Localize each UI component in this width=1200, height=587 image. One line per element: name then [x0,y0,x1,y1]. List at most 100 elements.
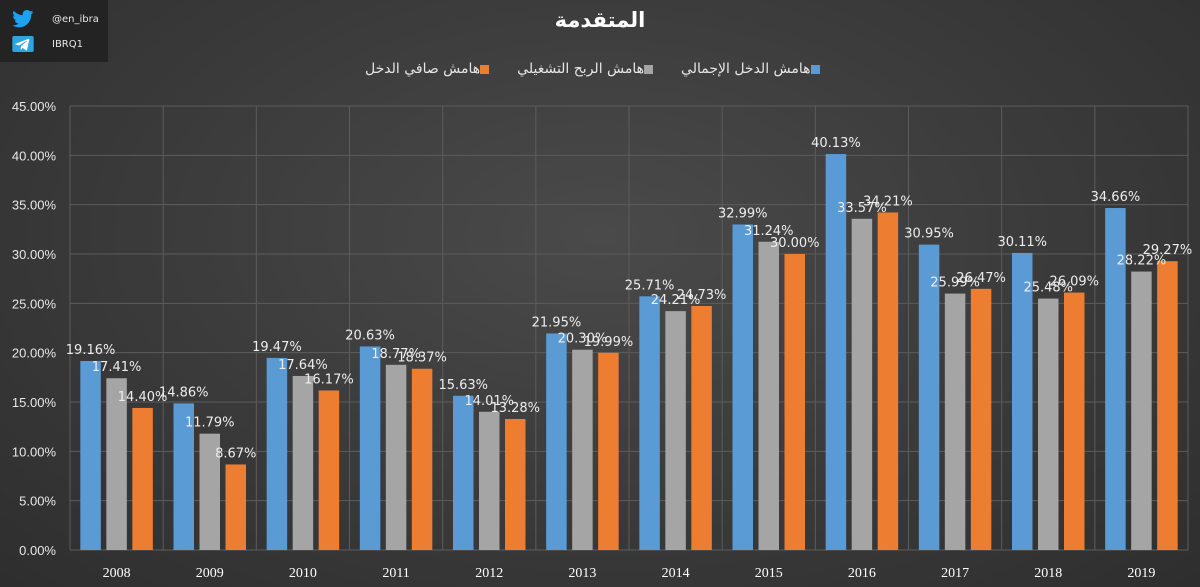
data-label: 19.47% [252,340,302,355]
bar [106,378,127,550]
legend-swatch-gross-margin [810,64,820,74]
telegram-plane-icon [12,36,34,52]
data-label: 14.40% [118,390,168,405]
bar [359,346,381,550]
bar [784,254,805,550]
x-tick-label: 2009 [196,566,224,581]
bar [266,357,288,550]
twitter-bird-icon [12,10,34,28]
legend-label-operating-margin: هامش الربح التشغيلي [517,61,645,77]
data-label: 31.24% [744,224,794,239]
y-tick-label: 10.00% [12,444,57,459]
bar [598,352,619,550]
data-label: 13.28% [490,401,540,416]
y-tick-label: 5.00% [19,494,56,509]
data-label: 33.57% [837,201,887,216]
bar [199,433,220,550]
data-label: 29.27% [1143,243,1193,258]
social-handles-box: @en_ibra IBRQ1 [0,0,108,62]
x-tick-label: 2017 [941,566,969,581]
data-label: 15.63% [438,378,488,393]
legend-item-operating-margin: هامش الربح التشغيلي [517,61,659,77]
legend-label-gross-margin: هامش الدخل الإجمالي [681,61,811,77]
data-label: 8.67% [215,446,256,461]
legend-item-net-margin: هامش صافي الدخل [365,61,495,77]
legend-item-gross-margin: هامش الدخل الإجمالي [681,61,825,77]
data-label: 16.17% [304,372,354,387]
x-tick-label: 2013 [568,566,596,581]
bar [173,403,194,550]
data-label: 34.21% [863,194,913,209]
x-tick-label: 2008 [103,566,131,581]
bar [970,288,992,550]
data-label: 20.30% [558,332,608,347]
x-tick-label: 2018 [1034,566,1062,581]
chart-legend: هامش الدخل الإجمالي هامش الربح التشغيلي … [365,59,848,79]
x-tick-label: 2010 [289,566,317,581]
bar [1157,261,1178,550]
data-label: 28.22% [1117,254,1167,269]
bar [851,218,873,550]
data-label: 20.63% [345,328,395,343]
legend-label-net-margin: هامش صافي الدخل [365,61,481,77]
data-label: 24.21% [651,293,701,308]
chart-title: المتقدمة [554,8,646,32]
bar [453,395,474,550]
x-tick-label: 2012 [475,566,503,581]
bar [411,368,433,550]
data-label: 26.47% [956,271,1006,286]
y-tick-label: 40.00% [12,148,57,163]
bar [825,154,847,550]
data-label: 25.48% [1023,281,1073,296]
bar [944,293,966,550]
y-tick-label: 15.00% [12,395,57,410]
data-label: 18.77% [371,347,421,362]
data-label: 25.71% [625,278,675,293]
bar [292,375,314,550]
bar [479,411,500,550]
twitter-handle-row[interactable]: @en_ibra [12,10,99,28]
bar [318,390,340,550]
data-label: 18.37% [397,351,447,366]
data-label: 40.13% [811,136,861,151]
bar [1012,252,1033,550]
telegram-handle-row[interactable]: IBRQ1 [12,36,83,52]
bar [918,244,940,551]
data-label: 19.99% [584,335,634,350]
data-label: 34.66% [1091,190,1141,205]
bar [758,241,779,551]
data-label: 24.73% [677,288,727,303]
telegram-handle: IBRQ1 [52,38,83,50]
data-label: 17.64% [278,358,328,373]
data-label: 17.41% [92,360,142,375]
data-label: 30.95% [904,227,954,242]
bar [639,296,660,550]
twitter-handle: @en_ibra [52,13,99,25]
y-tick-label: 30.00% [12,247,57,262]
data-label: 14.01% [464,394,514,409]
y-tick-label: 20.00% [12,346,57,361]
bar [1105,208,1126,550]
data-label: 32.99% [718,206,768,221]
x-tick-label: 2015 [755,566,783,581]
bar [691,305,712,550]
bar [1064,292,1085,550]
bar [225,464,246,550]
legend-swatch-operating-margin [644,64,654,74]
data-label: 30.11% [997,235,1047,250]
bar [572,349,593,550]
bar [732,224,753,551]
y-tick-label: 0.00% [19,543,56,558]
legend-swatch-net-margin [480,64,490,74]
y-tick-label: 25.00% [12,296,57,311]
y-tick-label: 35.00% [12,198,57,213]
bar [1131,271,1152,550]
data-label: 30.00% [770,236,820,251]
bar [505,418,526,550]
bar [546,333,567,550]
bar [385,364,407,550]
x-tick-label: 2014 [662,566,690,581]
x-tick-label: 2016 [848,566,876,581]
data-label: 11.79% [185,416,235,431]
